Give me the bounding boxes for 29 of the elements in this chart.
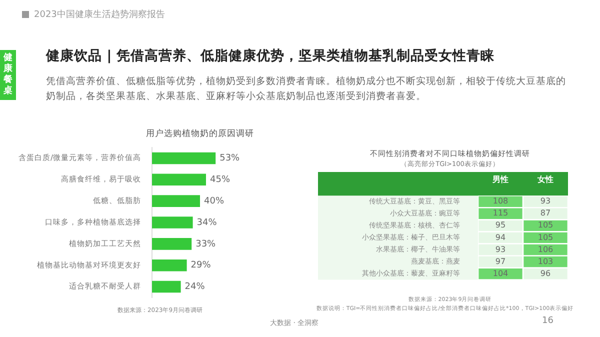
data-label: 96 (540, 268, 551, 278)
chart-title: 用户选购植物奶的原因调研 (145, 128, 255, 140)
text: 健康饮品 | 凭借高营养、低脂健康优势，坚果类植物基乳制品受女性青睐 (46, 47, 494, 65)
text: 健康餐桌 (0, 50, 16, 100)
text: 16 (542, 316, 554, 326)
data-label: 105 (538, 232, 554, 242)
data-label: 115 (492, 208, 508, 218)
data-label: 93 (540, 196, 551, 206)
text: 2023中国健康生活趋势洞察报告 (34, 8, 165, 21)
data-label: 97 (495, 256, 506, 266)
data-label: 104 (492, 268, 508, 278)
data-label: 95 (495, 220, 506, 230)
data-label: 94 (495, 232, 506, 242)
data-label: 24% (184, 282, 206, 292)
data-label: 87 (540, 208, 551, 218)
data-label: 34% (196, 218, 218, 228)
x-tick-label: 女性 (536, 174, 554, 184)
x-tick-label: 男性 (492, 174, 508, 184)
data-label: 103 (538, 256, 554, 266)
data-label: 93 (495, 244, 506, 254)
text: 凭借高营养价值、低糖低脂等优势，植物奶受到多数消费者青睐。植物奶成分也不断实现创新，相较于传统大豆基底的奶制品，各类坚果基底、水果基底、亚麻籽等小众基底奶制品也逐渐受到消费者喜爱。 (46, 75, 566, 104)
data-label: 29% (190, 260, 212, 271)
data-label: 106 (538, 244, 554, 254)
data-label: 33% (196, 239, 216, 250)
data-label: 53% (220, 154, 240, 164)
data-label: 40% (204, 196, 224, 206)
data-label: 105 (538, 220, 554, 230)
data-label: 108 (492, 196, 508, 206)
data-label: 45% (210, 174, 230, 185)
